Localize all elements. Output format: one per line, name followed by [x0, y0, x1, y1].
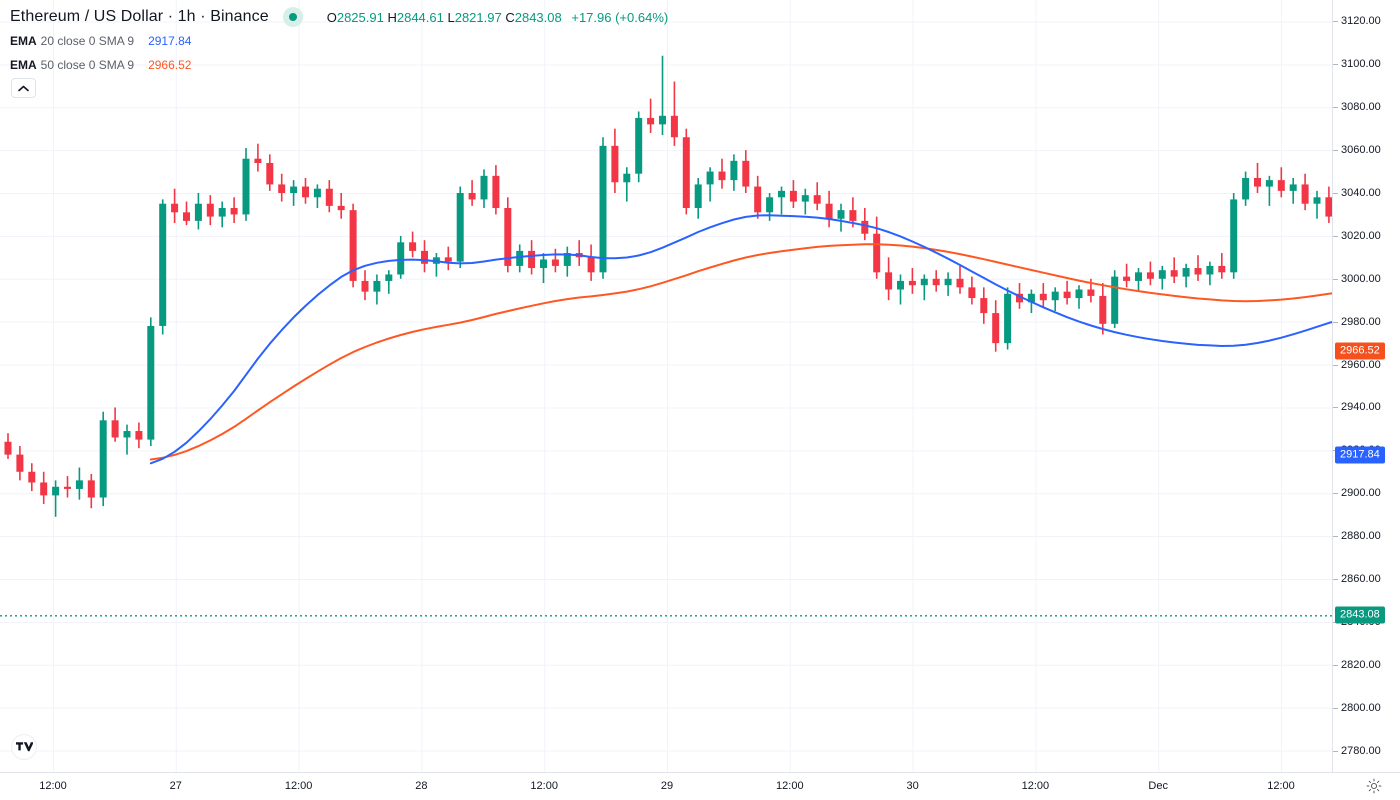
- price-tick-mark: [1333, 579, 1338, 580]
- ema-lines: [149, 214, 1332, 465]
- price-tick: 3080.00: [1341, 101, 1381, 114]
- price-tick: 2780.00: [1341, 744, 1381, 757]
- time-tick: 12:00: [1021, 780, 1050, 792]
- gear-icon: [1366, 778, 1382, 794]
- price-tick-mark: [1333, 364, 1338, 366]
- low-label: L: [447, 9, 455, 25]
- high-label: H: [387, 9, 397, 25]
- price-tick-mark: [1333, 493, 1338, 495]
- price-tick-mark: [1333, 150, 1338, 152]
- price-tick: 3020.00: [1341, 229, 1381, 242]
- price-tick: 3040.00: [1341, 187, 1381, 199]
- price-tick: 2980.00: [1341, 315, 1381, 328]
- time-tick: 12:00: [39, 780, 67, 792]
- legend-collapse-button[interactable]: [11, 78, 36, 98]
- price-tick: 2800.00: [1341, 701, 1381, 714]
- tv-glyph-icon: [15, 741, 33, 751]
- time-tick: 12:00: [530, 780, 558, 792]
- time-tick: 12:00: [284, 780, 313, 792]
- price-tick-mark: [1333, 107, 1338, 109]
- last-price-badge[interactable]: 2843.08: [1335, 606, 1385, 624]
- price-tick: 2880.00: [1341, 530, 1381, 543]
- candles: [4, 55, 1332, 517]
- price-tick-mark: [1333, 707, 1338, 709]
- price-tick: 2860.00: [1341, 573, 1381, 585]
- time-tick: Dec: [1148, 780, 1168, 792]
- ohlc-values: O2825.91 H2844.61 L2821.97 C2843.08 +17.…: [327, 10, 669, 25]
- time-tick: 12:00: [1267, 780, 1295, 792]
- close-label: C: [505, 9, 515, 25]
- time-tick: 27: [169, 780, 182, 792]
- price-tick-mark: [1333, 536, 1338, 538]
- indicator-name: EMA: [10, 58, 37, 72]
- price-tick-mark: [1333, 21, 1338, 23]
- page-title: Ethereum / US Dollar · 1h · Binance: [10, 8, 269, 25]
- change-value: +17.96 (+0.64%): [571, 9, 669, 25]
- price-tick: 2940.00: [1341, 401, 1381, 414]
- price-tick-mark: [1333, 407, 1338, 409]
- price-tick-mark: [1333, 750, 1338, 752]
- time-tick: 30: [906, 780, 919, 792]
- tradingview-logo-icon[interactable]: [11, 734, 37, 760]
- open-value: 2825.91: [336, 9, 384, 25]
- indicator-name: EMA: [10, 34, 37, 48]
- price-tick: 2960.00: [1341, 358, 1381, 371]
- open-label: O: [326, 9, 337, 25]
- indicator-ema50-row[interactable]: EMA 50 close 0 SMA 9 2966.52: [10, 53, 668, 77]
- price-tick: 3120.00: [1341, 15, 1381, 28]
- price-tick-mark: [1333, 235, 1338, 237]
- indicator-params: 20 close 0 SMA 9: [40, 34, 135, 48]
- chart-plot-area[interactable]: [0, 0, 1332, 772]
- close-value: 2843.08: [514, 9, 562, 25]
- indicator-value: 2966.52: [148, 58, 192, 72]
- candlestick-chart-svg: [0, 0, 1332, 772]
- grid-lines: [0, 0, 1332, 772]
- high-value: 2844.61: [396, 9, 444, 25]
- chart-legend: Ethereum / US Dollar · 1h · Binance O282…: [10, 5, 668, 77]
- market-open-dot-icon: [282, 7, 303, 27]
- ema50-price-badge[interactable]: 2966.52: [1335, 342, 1385, 360]
- time-tick: 12:00: [776, 780, 804, 792]
- time-tick: 28: [415, 780, 428, 792]
- price-tick-mark: [1333, 193, 1338, 194]
- time-tick: 29: [660, 780, 674, 792]
- low-value: 2821.97: [454, 9, 502, 25]
- indicator-value: 2917.84: [148, 34, 192, 48]
- chevron-up-icon: [18, 85, 29, 91]
- legend-symbol-row[interactable]: Ethereum / US Dollar · 1h · Binance O282…: [10, 5, 668, 29]
- price-tick: 3000.00: [1341, 272, 1381, 285]
- time-scale[interactable]: 12:00 27 12:00 28 12:00 29 12:00 30 12:00 Dec 12:0…: [0, 772, 1400, 800]
- price-tick-mark: [1333, 664, 1338, 666]
- price-tick-mark: [1333, 64, 1338, 66]
- indicator-ema20-row[interactable]: EMA 20 close 0 SMA 9 2917.84: [10, 29, 668, 53]
- ema20-price-badge[interactable]: 2917.84: [1335, 446, 1385, 464]
- price-tick: 3060.00: [1341, 144, 1381, 157]
- price-tick-mark: [1333, 278, 1338, 280]
- price-scale[interactable]: 3120.00 3100.00 3080.00 3060.00 3040.00 3020.…: [1332, 0, 1400, 772]
- price-tick-mark: [1333, 321, 1338, 323]
- price-tick: 2820.00: [1341, 658, 1381, 671]
- indicator-params: 50 close 0 SMA 9: [40, 58, 135, 72]
- price-tick: 3100.00: [1341, 58, 1381, 71]
- chart-settings-button[interactable]: [1364, 776, 1384, 796]
- price-tick: 2900.00: [1341, 487, 1381, 500]
